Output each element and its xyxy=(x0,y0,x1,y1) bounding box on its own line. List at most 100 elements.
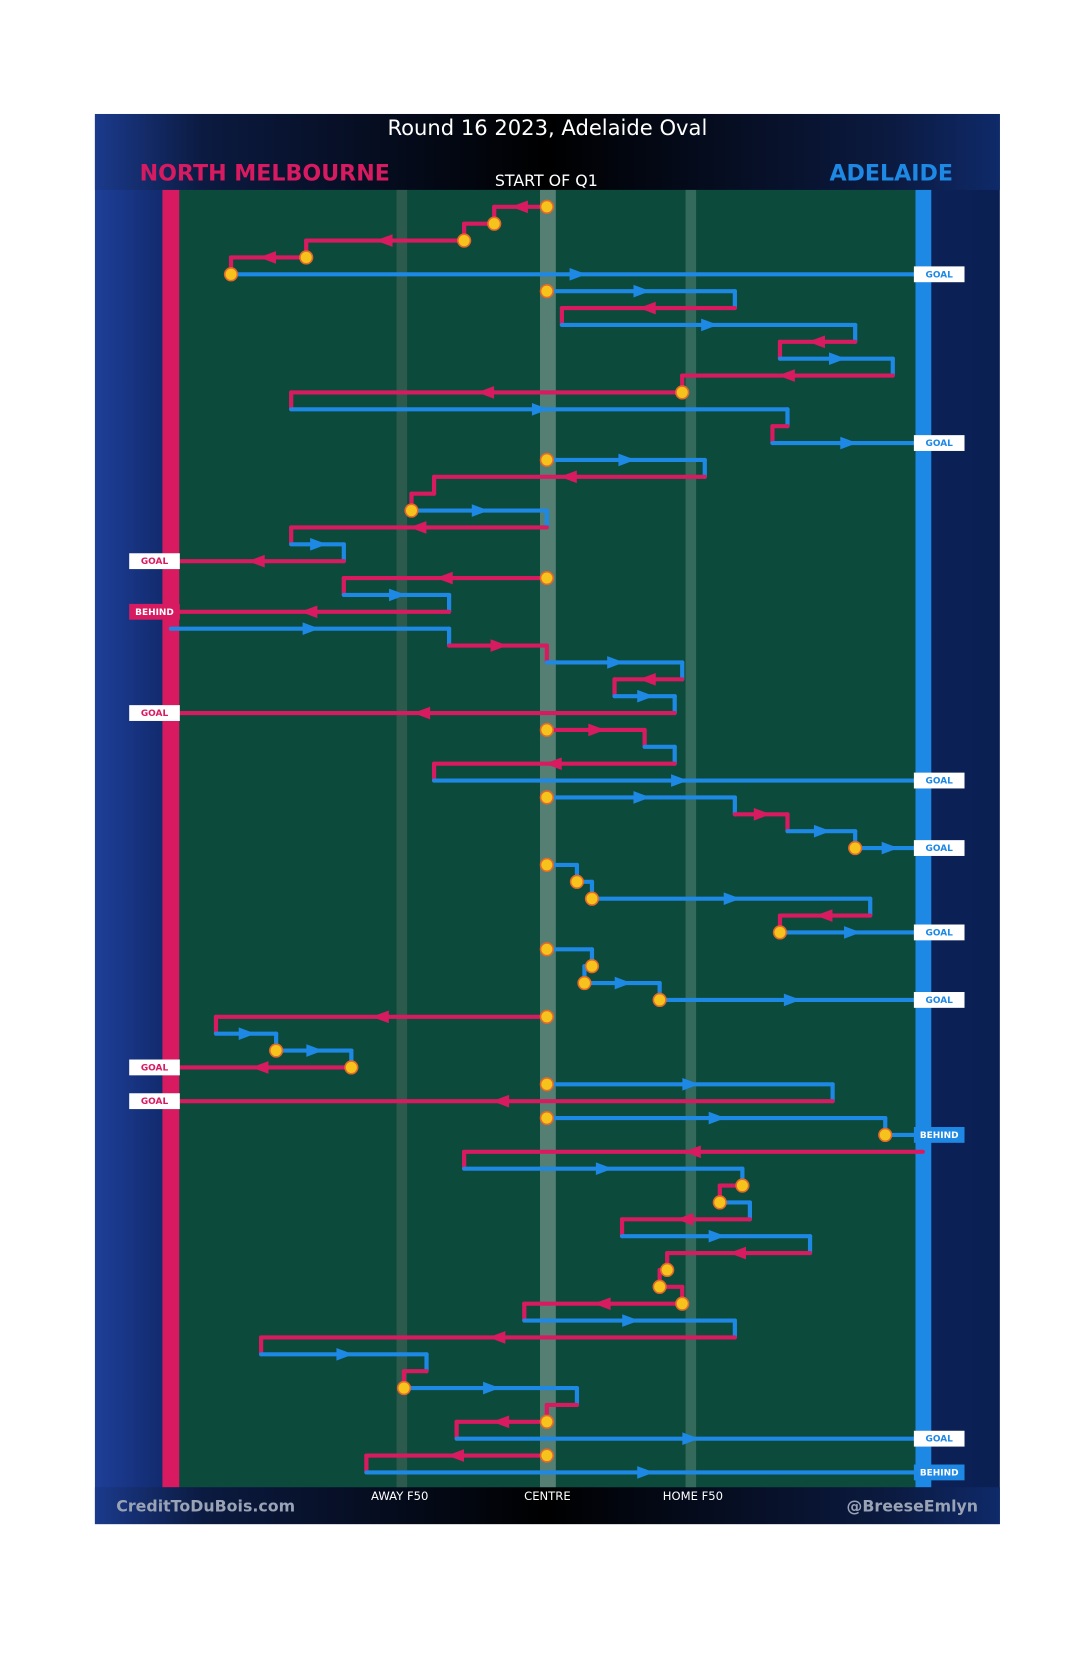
stoppage xyxy=(539,942,554,957)
stoppage xyxy=(878,1127,893,1143)
stoppage xyxy=(299,250,314,265)
arrow xyxy=(671,774,688,787)
footer-band xyxy=(94,1487,1000,1525)
stoppage xyxy=(712,1195,727,1210)
stoppage xyxy=(652,992,667,1008)
outcome-box xyxy=(913,266,965,283)
arrow xyxy=(881,841,899,855)
stoppage xyxy=(539,1414,554,1429)
team-name: ADELAIDE xyxy=(829,161,953,187)
arrow xyxy=(375,234,393,247)
stoppage xyxy=(539,857,554,873)
outcome-box xyxy=(913,435,965,451)
outcome-label: GOAL xyxy=(141,709,169,719)
north-goal-line xyxy=(162,189,180,1488)
outcome-label: GOAL xyxy=(926,844,954,854)
outcome-label: GOAL xyxy=(926,996,954,1006)
arrow xyxy=(708,1111,726,1125)
arrow xyxy=(633,284,651,298)
stoppage xyxy=(539,790,554,805)
stoppage xyxy=(404,503,419,518)
arrow xyxy=(682,1432,700,1445)
arrow xyxy=(633,791,651,804)
arrow xyxy=(511,200,528,214)
stoppage xyxy=(675,1296,690,1311)
stoppage xyxy=(569,874,585,889)
arrow xyxy=(778,369,795,382)
stoppage xyxy=(539,199,554,214)
outcome-box xyxy=(913,772,965,789)
stoppage xyxy=(396,1380,412,1396)
outcome-label: GOAL xyxy=(926,439,954,449)
arrow xyxy=(302,622,320,635)
arrow xyxy=(638,672,656,686)
arrow xyxy=(701,318,719,332)
arrow xyxy=(840,436,858,450)
stoppage xyxy=(652,1279,667,1294)
stoppage xyxy=(539,1448,554,1463)
stoppage xyxy=(269,1043,284,1058)
outcome-box xyxy=(129,1059,180,1076)
outcome-label: GOAL xyxy=(141,1063,169,1073)
stoppage xyxy=(848,840,863,856)
arrow xyxy=(808,335,825,349)
arrow xyxy=(371,1010,389,1024)
stoppage xyxy=(344,1060,359,1075)
stoppage xyxy=(539,1077,554,1092)
stoppage xyxy=(487,216,502,231)
arrow xyxy=(435,571,453,585)
outcome-box xyxy=(913,1464,965,1481)
stoppages xyxy=(223,199,893,1463)
away-f50-line xyxy=(396,189,408,1488)
arrow xyxy=(813,824,831,838)
outcome-label: BEHIND xyxy=(920,1131,959,1141)
arrow xyxy=(300,605,318,619)
title: Round 16 2023, Adelaide Oval xyxy=(387,115,707,140)
arrow xyxy=(488,1331,506,1344)
arrow xyxy=(413,706,431,720)
arrow xyxy=(618,453,636,467)
arrow xyxy=(477,386,495,399)
arrow xyxy=(238,1027,256,1040)
outcome-box xyxy=(913,1127,965,1143)
stoppage xyxy=(539,722,554,738)
team-name: NORTH MELBOURNE xyxy=(140,161,390,187)
arrow xyxy=(637,689,655,703)
credit: @BreeseEmlyn xyxy=(847,1497,979,1516)
arrow xyxy=(389,588,406,602)
stoppage xyxy=(584,959,600,974)
adelaide-goal-line xyxy=(915,189,932,1488)
outcome-box xyxy=(129,705,180,721)
stoppage xyxy=(539,1009,554,1024)
arrow xyxy=(607,656,625,669)
arrow xyxy=(247,554,265,568)
arrow xyxy=(614,976,632,990)
arrow xyxy=(306,1044,324,1057)
arrow xyxy=(409,521,427,534)
outcome-box xyxy=(129,1093,180,1110)
arrow xyxy=(310,537,327,551)
outcome-box xyxy=(129,603,180,620)
stoppage xyxy=(675,385,690,400)
arrow xyxy=(638,301,656,315)
stoppage xyxy=(457,233,472,248)
outcome-label: GOAL xyxy=(926,777,954,787)
zone-label: HOME F50 xyxy=(663,1489,723,1503)
outcome-label: BEHIND xyxy=(135,608,174,618)
stoppage xyxy=(223,267,239,282)
arrow xyxy=(336,1347,354,1361)
arrow xyxy=(753,807,771,821)
arrow xyxy=(259,251,277,264)
arrow xyxy=(447,1449,464,1462)
arrow xyxy=(492,1415,510,1429)
stoppage xyxy=(577,975,592,991)
arrow xyxy=(490,639,508,652)
arrow xyxy=(708,1229,726,1243)
stoppage xyxy=(584,891,600,906)
outcome-box xyxy=(913,840,965,856)
arrow xyxy=(684,1145,701,1159)
outcomes: GOAL GOAL GOAL BEHIND GOAL GOAL GOAL GOAL GOAL GO… xyxy=(129,266,965,1481)
arrow xyxy=(595,1162,613,1175)
outcome-label: GOAL xyxy=(141,1097,169,1107)
arrow xyxy=(531,402,549,416)
